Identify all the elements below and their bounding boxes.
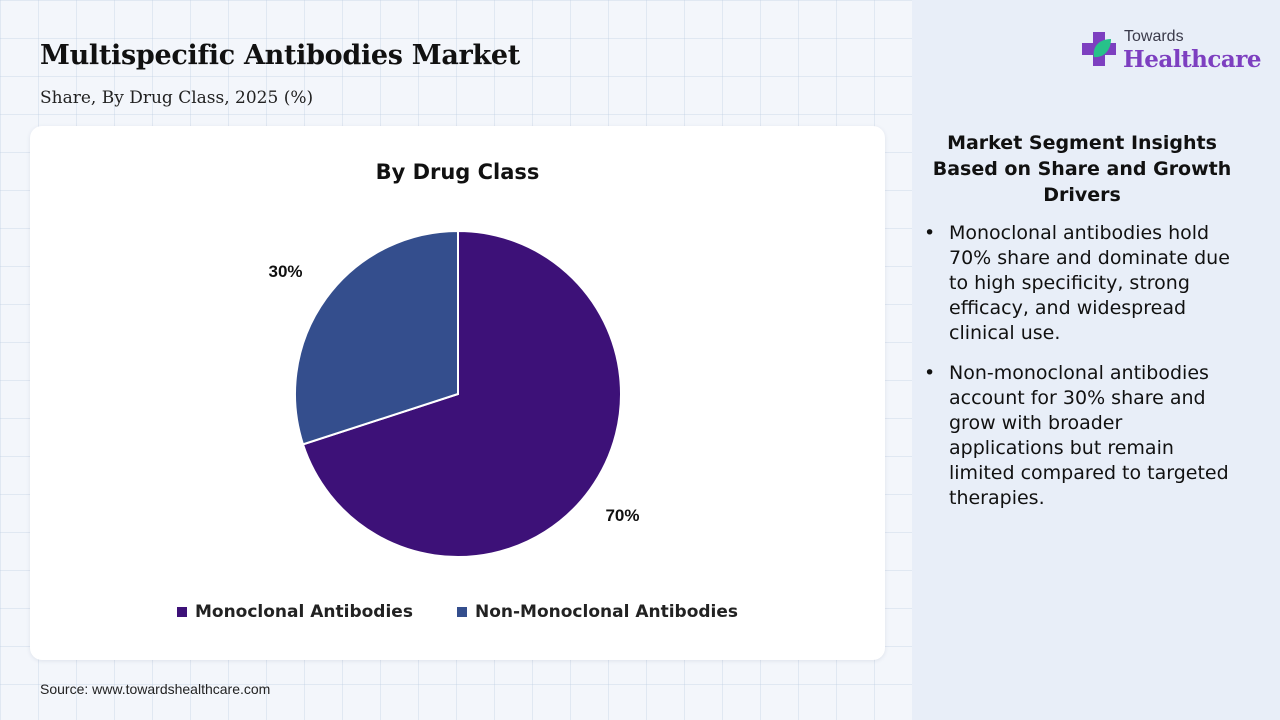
data-label-non-monoclonal: 30% <box>268 262 303 282</box>
source-note: Source: www.towardshealthcare.com <box>40 681 271 697</box>
medical-cross-leaf-icon <box>1082 32 1116 66</box>
insights-list: • Monoclonal antibodies hold 70% share a… <box>922 221 1242 526</box>
towards-healthcare-logo: Towards Healthcare <box>1080 26 1262 80</box>
legend-swatch-monoclonal <box>176 607 187 617</box>
pie-slice-monoclonal <box>301 229 622 558</box>
insights-title: Market Segment Insights Based on Share a… <box>932 132 1232 206</box>
legend-swatch-non-monoclonal <box>456 607 467 617</box>
logo-text-healthcare: Healthcare <box>1123 46 1262 73</box>
chart-title: By Drug Class <box>375 160 540 184</box>
data-label-monoclonal: 70% <box>605 505 640 525</box>
legend-label-monoclonal: Monoclonal Antibodies <box>194 602 413 622</box>
chart-legend: Monoclonal Antibodies Non-Monoclonal Ant… <box>30 602 885 622</box>
bullet-icon: • <box>924 222 936 244</box>
pie-slice-non-monoclonal <box>294 229 459 446</box>
legend-label-non-monoclonal: Non-Monoclonal Antibodies <box>474 602 739 622</box>
insight-text: Non-monoclonal antibodies account for 30… <box>949 362 1229 509</box>
insights-panel-background <box>912 0 1280 720</box>
page-subtitle: Share, By Drug Class, 2025 (%) <box>40 88 314 108</box>
insight-text: Monoclonal antibodies hold 70% share and… <box>949 222 1230 344</box>
chart-card: By Drug Class 70% 30% Monoclonal Antibod… <box>30 126 885 660</box>
logo-text-towards: Towards <box>1124 28 1184 45</box>
insight-item: • Non-monoclonal antibodies account for … <box>922 361 1242 511</box>
bullet-icon: • <box>924 362 936 384</box>
page-title: Multispecific Antibodies Market <box>40 40 520 71</box>
legend-item-non-monoclonal: Non-Monoclonal Antibodies <box>456 602 739 622</box>
pie-chart <box>294 229 622 558</box>
legend-item-monoclonal: Monoclonal Antibodies <box>176 602 413 622</box>
insight-item: • Monoclonal antibodies hold 70% share a… <box>922 221 1242 346</box>
